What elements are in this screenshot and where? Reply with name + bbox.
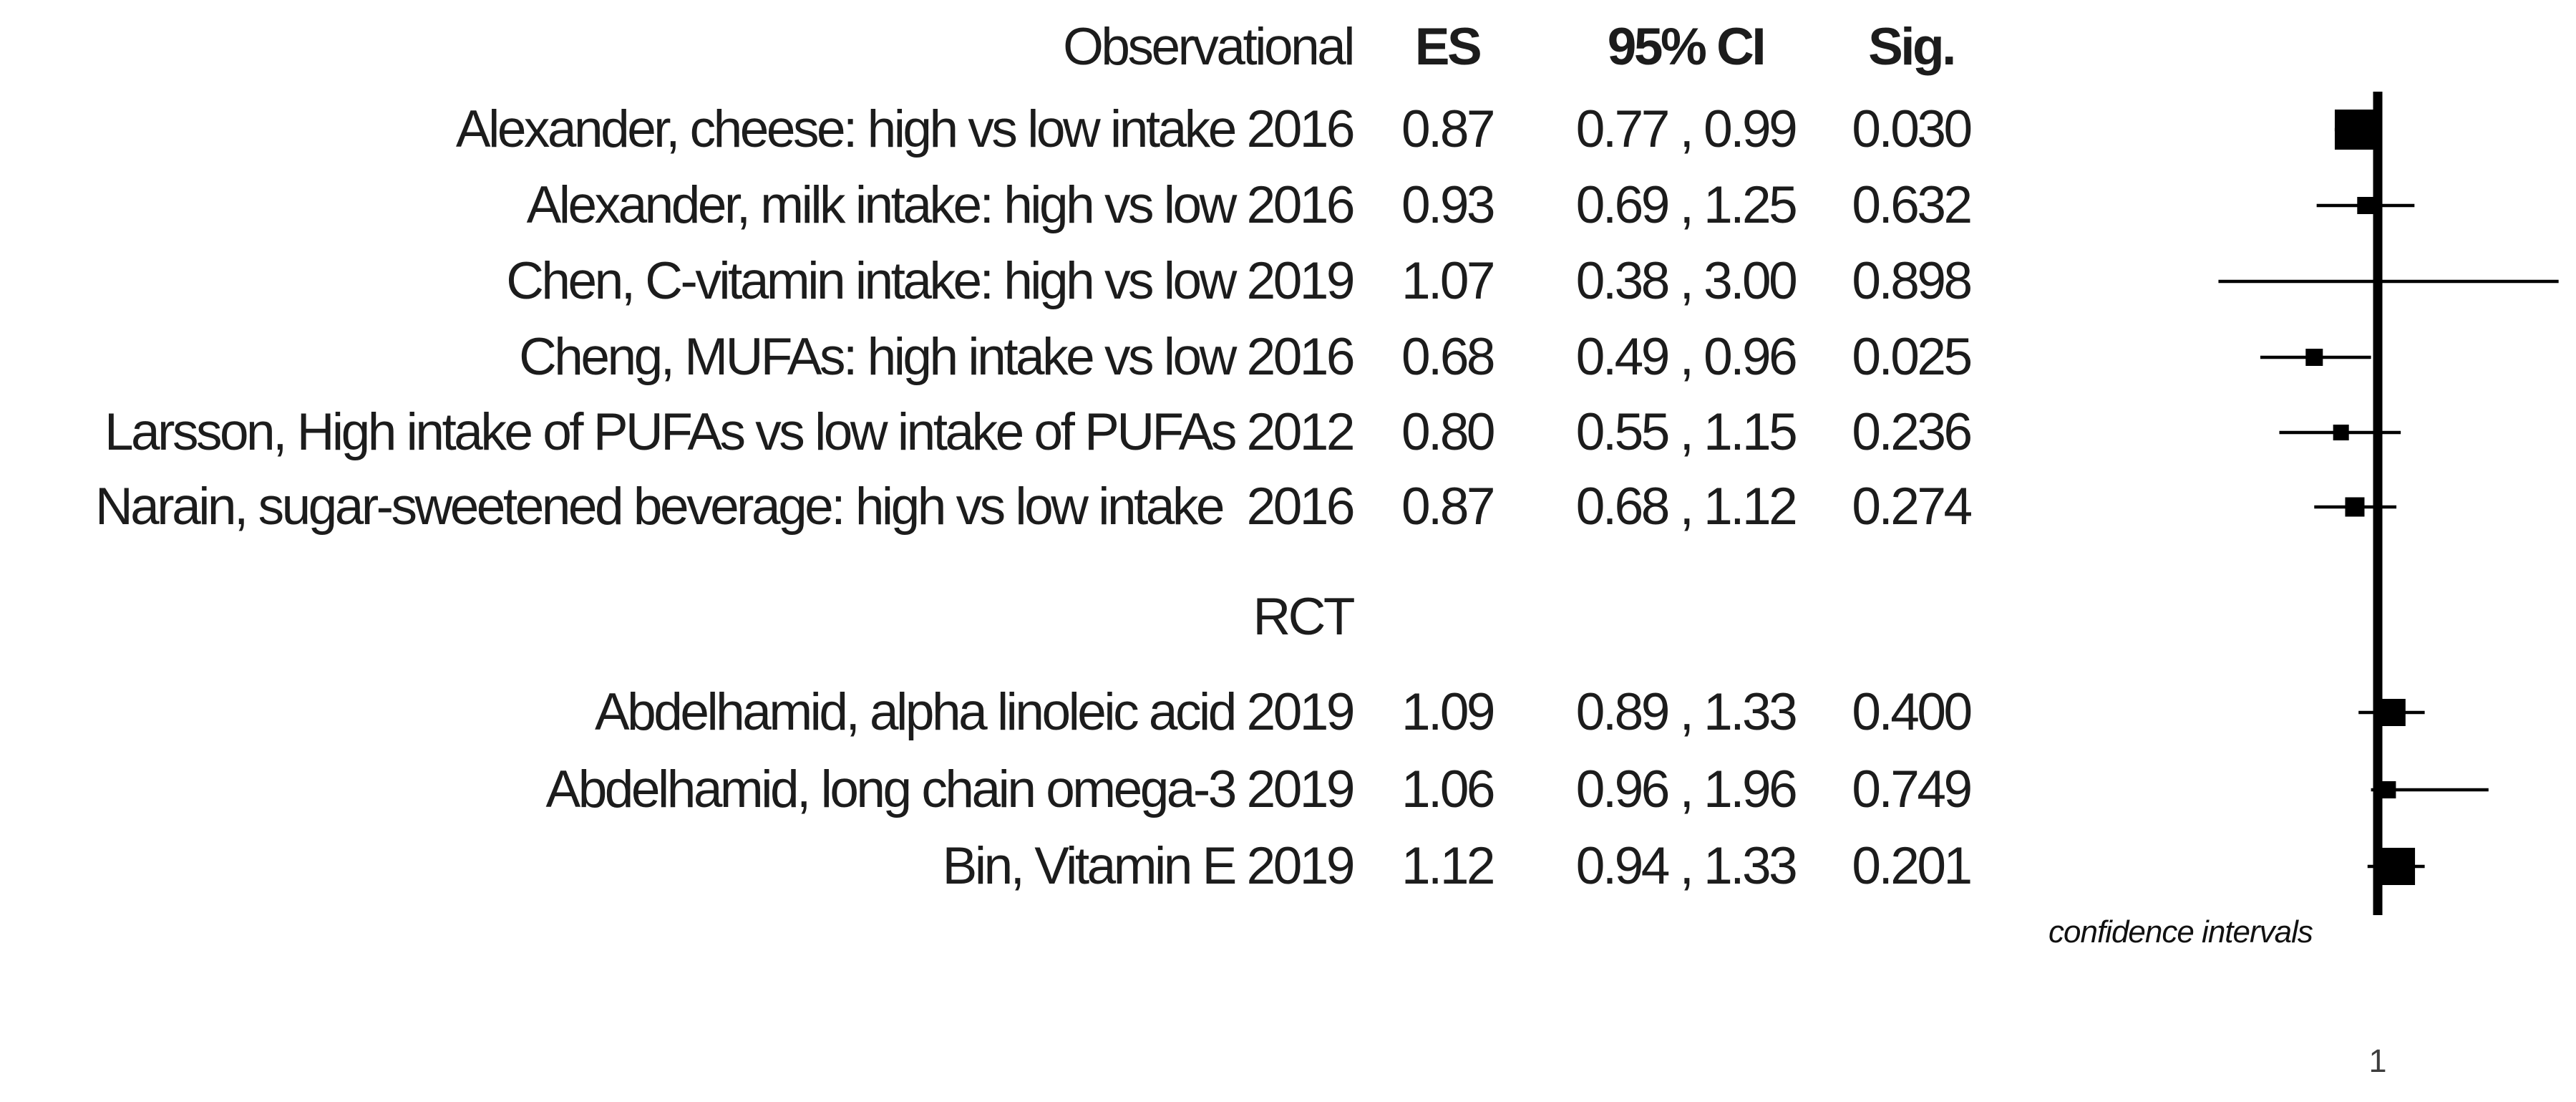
study-row: Abdelhamid, long chain omega-3 2019 1.06… [0, 750, 1997, 829]
study-row: Cheng, MUFAs: high intake vs low 2016 0.… [0, 318, 1997, 397]
group-header-observational: Observational [1063, 18, 1355, 76]
ci-value: 0.68 , 1.12 [1575, 478, 1798, 536]
es-marker [2378, 848, 2416, 885]
es-marker [2378, 781, 2396, 798]
ci-value: 0.49 , 0.96 [1575, 328, 1798, 386]
es-value: 0.87 [1401, 478, 1496, 536]
sig-value: 0.632 [1852, 176, 1973, 234]
study-row: Bin, Vitamin E 2019 1.12 0.94 , 1.33 0.2… [0, 827, 1997, 906]
study-row: Alexander, milk intake: high vs low 2016… [0, 166, 1997, 245]
study-row: Chen, C-vitamin intake: high vs low 2019… [0, 242, 1997, 321]
study-row: Abdelhamid, alpha linoleic acid 2019 1.0… [0, 673, 1997, 752]
es-marker [2357, 197, 2375, 214]
study-label: Alexander, cheese: high vs low intake 20… [455, 100, 1356, 158]
study-label: Alexander, milk intake: high vs low 2016 [526, 176, 1356, 234]
study-label: Abdelhamid, long chain omega-3 2019 [545, 760, 1356, 818]
es-marker [2378, 699, 2406, 726]
column-header-sig: Sig. [1868, 18, 1956, 76]
es-marker [2334, 110, 2375, 150]
group-label-row: RCT [0, 578, 1997, 657]
ci-value: 0.69 , 1.25 [1575, 176, 1798, 234]
group-header-rct: RCT [1253, 588, 1355, 646]
es-marker [2345, 497, 2365, 517]
study-label: Bin, Vitamin E 2019 [942, 837, 1356, 895]
ci-value: 0.55 , 1.15 [1575, 403, 1798, 461]
study-label: Abdelhamid, alpha linoleic acid 2019 [594, 683, 1356, 741]
study-label: Narain, sugar-sweetened beverage: high v… [94, 478, 1356, 536]
ci-value: 0.89 , 1.33 [1575, 683, 1798, 741]
sig-value: 0.898 [1852, 252, 1973, 310]
plot-caption: confidence intervals [2048, 914, 2313, 949]
es-value: 0.80 [1401, 403, 1496, 461]
es-value: 0.68 [1401, 328, 1496, 386]
es-value: 1.06 [1401, 760, 1496, 818]
ci-value: 0.38 , 3.00 [1575, 252, 1798, 310]
sig-value: 0.400 [1852, 683, 1973, 741]
study-row: Narain, sugar-sweetened beverage: high v… [0, 468, 1997, 546]
es-marker [2305, 349, 2323, 366]
sig-value: 0.236 [1852, 403, 1973, 461]
es-value: 0.87 [1401, 100, 1496, 158]
es-value: 0.93 [1401, 176, 1496, 234]
column-header-ci: 95% CI [1607, 18, 1766, 76]
es-value: 1.09 [1401, 683, 1496, 741]
study-label: Chen, C-vitamin intake: high vs low 2019 [506, 252, 1355, 310]
ci-value: 0.94 , 1.33 [1575, 837, 1798, 895]
sig-value: 0.274 [1852, 478, 1973, 536]
study-label: Cheng, MUFAs: high intake vs low 2016 [519, 328, 1355, 386]
sig-value: 0.201 [1852, 837, 1973, 895]
column-header-es: ES [1414, 18, 1482, 76]
x-axis-tick-label: 1 [2368, 1043, 2387, 1079]
sig-value: 0.030 [1852, 100, 1973, 158]
study-label: Larsson, High intake of PUFAs vs low int… [104, 403, 1356, 461]
table-header-row: Observational ES 95% CI Sig. [0, 8, 1997, 87]
study-row: Larsson, High intake of PUFAs vs low int… [0, 393, 1997, 472]
sig-value: 0.025 [1852, 328, 1973, 386]
es-value: 1.12 [1401, 837, 1496, 895]
sig-value: 0.749 [1852, 760, 1973, 818]
es-value: 1.07 [1401, 252, 1496, 310]
study-row: Alexander, cheese: high vs low intake 20… [0, 90, 1997, 169]
ci-value: 0.77 , 0.99 [1575, 100, 1798, 158]
ci-value: 0.96 , 1.96 [1575, 760, 1798, 818]
es-marker [2333, 425, 2349, 440]
